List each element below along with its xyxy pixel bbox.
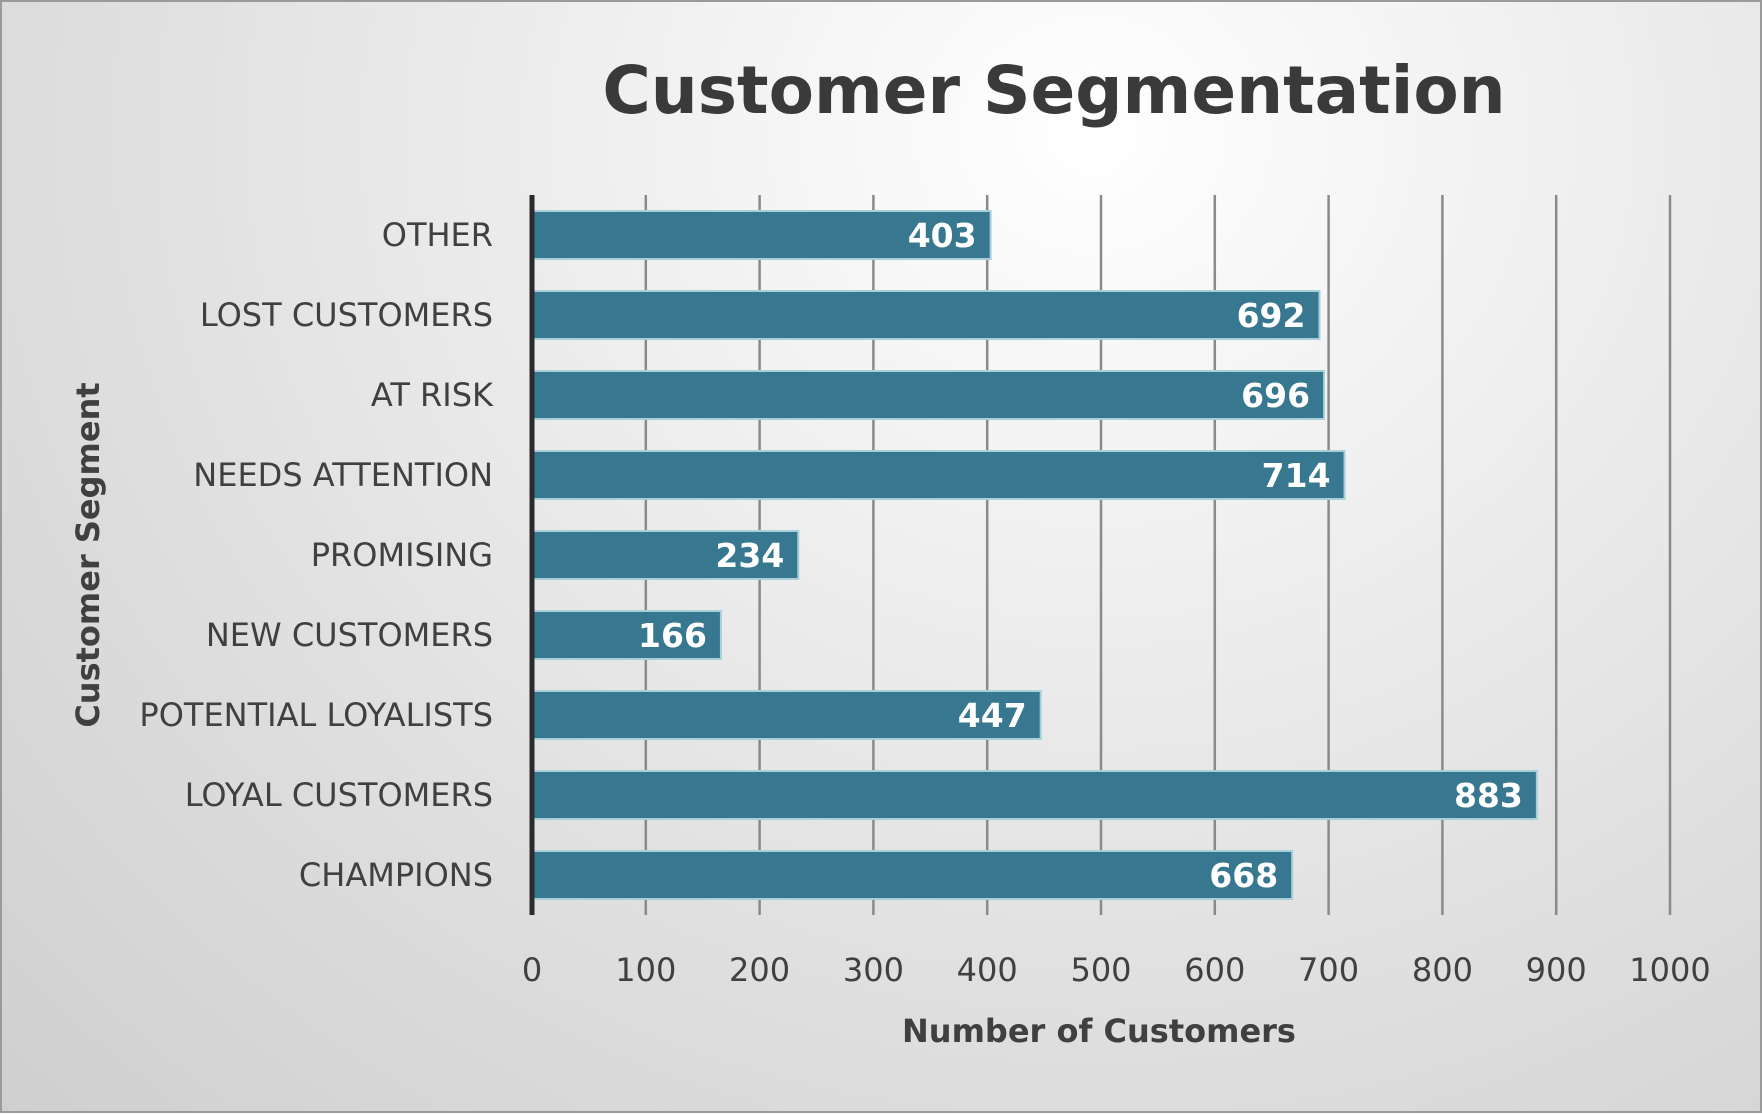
x-tick-label-200: 200 bbox=[729, 951, 790, 989]
y-axis-title: Customer Segment bbox=[69, 382, 107, 727]
data-label-loyal-customers: 883 bbox=[1454, 776, 1523, 815]
x-tick-labels: 0 100 200 300 400 500 600 700 800 900 1000 bbox=[522, 951, 1711, 989]
category-label-needs-attention: NEEDS ATTENTION bbox=[193, 456, 493, 494]
x-tick-label-300: 300 bbox=[843, 951, 904, 989]
category-label-other: OTHER bbox=[382, 216, 493, 254]
bar-needs-attention bbox=[531, 450, 1346, 500]
category-labels: OTHER LOST CUSTOMERS AT RISK NEEDS ATTENTIO… bbox=[139, 216, 494, 894]
data-label-at-risk: 696 bbox=[1241, 376, 1310, 415]
data-label-promising: 234 bbox=[715, 536, 784, 575]
x-tick-label-100: 100 bbox=[615, 951, 676, 989]
data-label-new-customers: 166 bbox=[638, 616, 707, 655]
category-label-loyal-customers: LOYAL CUSTOMERS bbox=[185, 776, 493, 814]
x-tick-label-700: 700 bbox=[1298, 951, 1359, 989]
bar-at-risk bbox=[531, 370, 1326, 420]
x-tick-label-500: 500 bbox=[1070, 951, 1131, 989]
bar-lost-customers bbox=[531, 290, 1321, 340]
x-tick-label-0: 0 bbox=[522, 951, 542, 989]
data-label-other: 403 bbox=[908, 216, 977, 255]
chart-title: Customer Segmentation bbox=[602, 52, 1505, 129]
bar-loyal-customers bbox=[531, 770, 1538, 820]
data-label-lost-customers: 692 bbox=[1237, 296, 1306, 335]
data-label-needs-attention: 714 bbox=[1262, 456, 1331, 495]
x-tick-label-900: 900 bbox=[1526, 951, 1587, 989]
x-axis-title: Number of Customers bbox=[902, 1012, 1296, 1050]
data-label-potential-loyalists: 447 bbox=[958, 696, 1027, 735]
category-label-champions: CHAMPIONS bbox=[299, 856, 493, 894]
category-label-lost-customers: LOST CUSTOMERS bbox=[200, 296, 493, 334]
bar-other bbox=[531, 210, 992, 260]
category-label-potential-loyalists: POTENTIAL LOYALISTS bbox=[139, 696, 493, 734]
category-label-promising: PROMISING bbox=[311, 536, 493, 574]
bar-champions bbox=[531, 850, 1294, 900]
data-label-champions: 668 bbox=[1209, 856, 1278, 895]
category-label-at-risk: AT RISK bbox=[371, 376, 494, 414]
bars: 403 692 696 714 234 166 447 883 668 bbox=[531, 210, 1538, 900]
x-tick-label-1000: 1000 bbox=[1629, 951, 1710, 989]
x-tick-label-400: 400 bbox=[957, 951, 1018, 989]
x-tick-label-600: 600 bbox=[1184, 951, 1245, 989]
category-label-new-customers: NEW CUSTOMERS bbox=[206, 616, 493, 654]
x-tick-label-800: 800 bbox=[1412, 951, 1473, 989]
